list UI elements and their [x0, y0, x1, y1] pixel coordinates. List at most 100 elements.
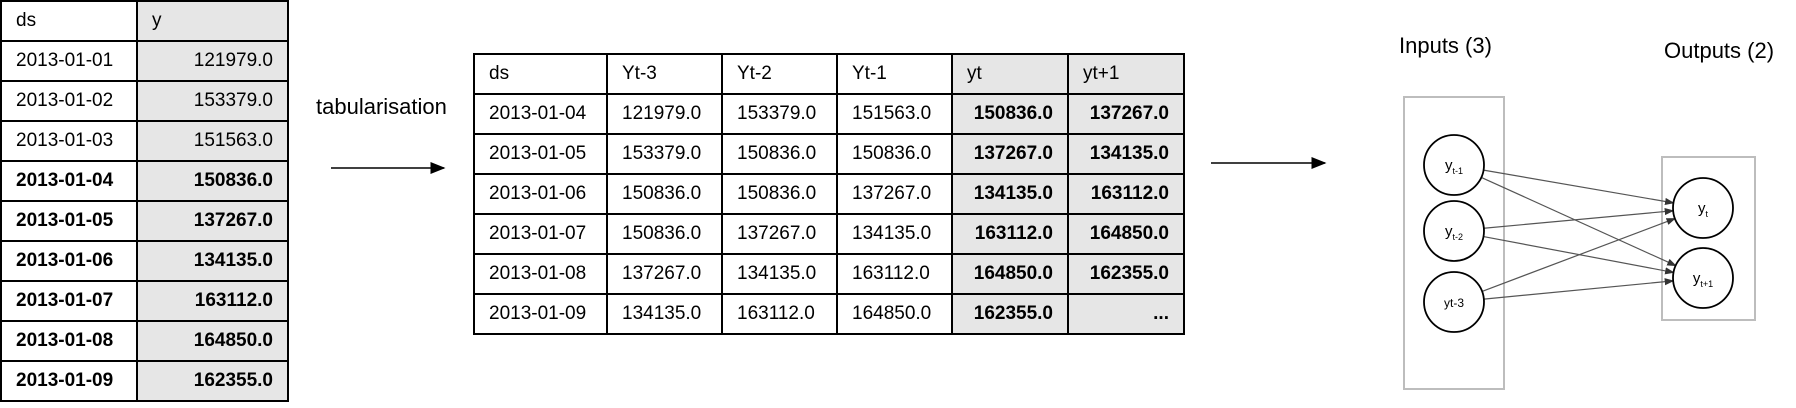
outputs-box [1661, 156, 1756, 321]
tabularisation-label: tabularisation [316, 94, 447, 119]
value-cell: 162355.0 [136, 360, 289, 402]
lag-cell: 137267.0 [606, 253, 723, 295]
date-cell: 2013-01-09 [473, 293, 608, 335]
value-cell: 150836.0 [136, 160, 289, 202]
table-row: 2013-01-04 121979.0 153379.0 151563.0 150836… [473, 93, 1185, 135]
date-cell: 2013-01-06 [0, 240, 138, 282]
lag-feature-table: ds Yt-3 Yt-2 Yt-1 yt yt+1 2013-01-04 121979.0 15… [473, 53, 1185, 335]
date-cell: 2013-01-04 [473, 93, 608, 135]
lag-cell: 134135.0 [606, 293, 723, 335]
column-header: y [136, 0, 289, 42]
lag-cell: 134135.0 [836, 213, 953, 255]
date-cell: 2013-01-08 [0, 320, 138, 362]
target-cell: ... [1067, 293, 1185, 335]
date-cell: 2013-01-08 [473, 253, 608, 295]
table-row: 2013-01-04 150836.0 [0, 160, 289, 202]
lag-cell: 137267.0 [721, 213, 838, 255]
connection-edge [1481, 176, 1677, 267]
date-cell: 2013-01-03 [0, 120, 138, 162]
outputs-title: Outputs (2) [1664, 38, 1775, 63]
lag-cell: 150836.0 [606, 213, 723, 255]
target-cell: 162355.0 [951, 293, 1069, 335]
target-cell: 137267.0 [951, 133, 1069, 175]
target-cell: 163112.0 [951, 213, 1069, 255]
target-cell: 164850.0 [951, 253, 1069, 295]
node-label: yt-3 [1444, 296, 1464, 310]
inputs-box [1403, 96, 1505, 390]
date-cell: 2013-01-07 [0, 280, 138, 322]
node-label: yt [1698, 200, 1709, 219]
column-header: yt [951, 53, 1069, 95]
date-cell: 2013-01-04 [0, 160, 138, 202]
date-cell: 2013-01-01 [0, 40, 138, 82]
lag-cell: 153379.0 [606, 133, 723, 175]
target-cell: 137267.0 [1067, 93, 1185, 135]
value-cell: 134135.0 [136, 240, 289, 282]
date-cell: 2013-01-05 [0, 200, 138, 242]
output-node: yt [1672, 177, 1734, 239]
lag-cell: 153379.0 [721, 93, 838, 135]
date-cell: 2013-01-07 [473, 213, 608, 255]
table-row: 2013-01-01 121979.0 [0, 40, 289, 82]
lag-cell: 121979.0 [606, 93, 723, 135]
target-cell: 134135.0 [1067, 133, 1185, 175]
date-cell: 2013-01-02 [0, 80, 138, 122]
value-cell: 151563.0 [136, 120, 289, 162]
lag-cell: 137267.0 [836, 173, 953, 215]
value-cell: 121979.0 [136, 40, 289, 82]
table-row: 2013-01-07 163112.0 [0, 280, 289, 322]
lag-cell: 150836.0 [606, 173, 723, 215]
lag-cell: 134135.0 [721, 253, 838, 295]
node-label: yt-1 [1445, 157, 1463, 176]
value-cell: 137267.0 [136, 200, 289, 242]
target-cell: 134135.0 [951, 173, 1069, 215]
table-row: 2013-01-06 134135.0 [0, 240, 289, 282]
input-node: yt-2 [1423, 200, 1485, 262]
inputs-title: Inputs (3) [1399, 33, 1492, 58]
lag-cell: 150836.0 [836, 133, 953, 175]
table-row: 2013-01-02 153379.0 [0, 80, 289, 122]
lag-cell: 150836.0 [721, 133, 838, 175]
table-row: 2013-01-09 134135.0 163112.0 164850.0 162355… [473, 293, 1185, 335]
target-cell: 163112.0 [1067, 173, 1185, 215]
table-row: 2013-01-05 137267.0 [0, 200, 289, 242]
source-table: ds y 2013-01-01 121979.0 2013-01-02 153379.0 2… [0, 0, 289, 402]
connection-edge [1481, 218, 1677, 292]
target-cell: 164850.0 [1067, 213, 1185, 255]
column-header: ds [0, 0, 138, 42]
target-cell: 162355.0 [1067, 253, 1185, 295]
date-cell: 2013-01-06 [473, 173, 608, 215]
lag-cell: 163112.0 [836, 253, 953, 295]
connection-edge [1483, 169, 1675, 206]
value-cell: 163112.0 [136, 280, 289, 322]
value-cell: 153379.0 [136, 80, 289, 122]
lag-cell: 150836.0 [721, 173, 838, 215]
input-node: yt-1 [1423, 134, 1485, 196]
table-row: 2013-01-07 150836.0 137267.0 134135.0 163112… [473, 213, 1185, 255]
target-cell: 150836.0 [951, 93, 1069, 135]
output-node: yt+1 [1672, 247, 1734, 309]
connection-edge [1483, 207, 1675, 229]
column-header: Yt-2 [721, 53, 838, 95]
column-header: Yt-1 [836, 53, 953, 95]
node-label: yt+1 [1693, 270, 1713, 289]
connection-edge [1483, 278, 1675, 300]
lag-cell: 164850.0 [836, 293, 953, 335]
table-row: 2013-01-06 150836.0 150836.0 137267.0 134135… [473, 173, 1185, 215]
table-row: 2013-01-08 164850.0 [0, 320, 289, 362]
node-label: yt-2 [1445, 223, 1463, 242]
input-node: yt-3 [1423, 271, 1485, 333]
table-header-row: ds Yt-3 Yt-2 Yt-1 yt yt+1 [473, 53, 1185, 95]
table-row: 2013-01-05 153379.0 150836.0 150836.0 137267… [473, 133, 1185, 175]
column-header: Yt-3 [606, 53, 723, 95]
column-header: yt+1 [1067, 53, 1185, 95]
table-row: 2013-01-03 151563.0 [0, 120, 289, 162]
table-row: 2013-01-09 162355.0 [0, 360, 289, 402]
lag-cell: 163112.0 [721, 293, 838, 335]
date-cell: 2013-01-05 [473, 133, 608, 175]
lag-cell: 151563.0 [836, 93, 953, 135]
date-cell: 2013-01-09 [0, 360, 138, 402]
value-cell: 164850.0 [136, 320, 289, 362]
column-header: ds [473, 53, 608, 95]
